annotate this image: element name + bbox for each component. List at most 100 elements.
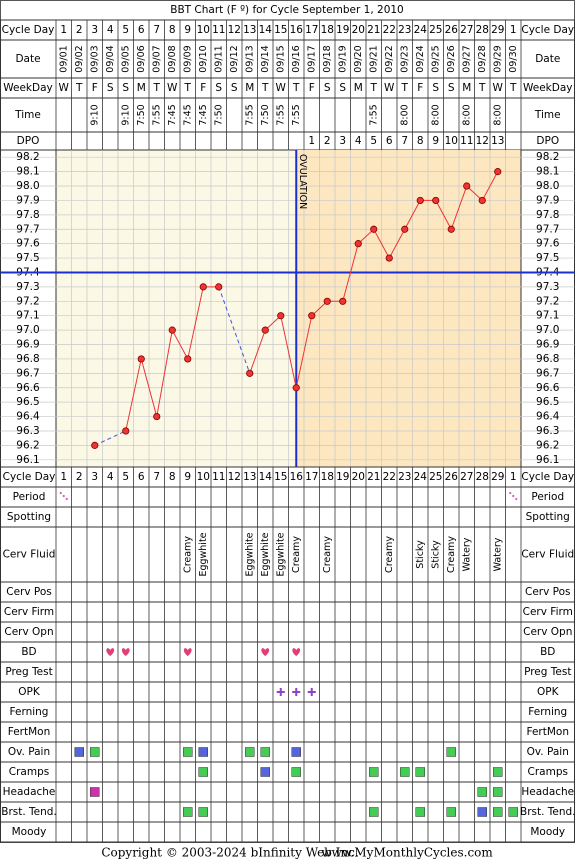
temp-point	[277, 312, 285, 320]
symptom-square	[183, 747, 193, 757]
time: 7:55	[291, 104, 302, 125]
cycle-day: 27	[460, 471, 473, 483]
temp-point	[416, 196, 424, 205]
row	[0, 39, 575, 79]
y-tick-label: 96.6	[536, 382, 560, 394]
y-tick-label: 96.4	[536, 411, 560, 423]
time: 7:55	[368, 104, 379, 125]
cycle-day: 19	[336, 24, 349, 36]
date: 09/24	[415, 45, 426, 72]
dpo: 5	[370, 135, 377, 147]
y-tick-label: 96.8	[16, 353, 39, 365]
y-tick-label: 96.2	[16, 439, 39, 451]
cycle-day: 8	[169, 471, 176, 483]
time: 7:50	[136, 104, 147, 125]
cycle-day: 25	[429, 471, 442, 483]
y-tick-label: 96.6	[16, 382, 40, 394]
date: 09/13	[244, 45, 255, 72]
cycle-day: 9	[184, 24, 191, 36]
temp-point	[494, 168, 502, 176]
row-label: Preg Test	[524, 666, 571, 678]
dpo: 12	[476, 135, 489, 147]
y-tick-label: 98.0	[536, 180, 559, 192]
cycle-day: 7	[153, 471, 160, 483]
row-label: Ferning	[10, 706, 49, 718]
row-label: Cycle Day	[521, 471, 574, 483]
y-tick-label: 97.2	[16, 295, 39, 307]
y-tick-label: 97.9	[16, 194, 39, 206]
cycle-day: 1	[510, 471, 517, 483]
opk-plus	[276, 688, 285, 696]
weekday: F	[200, 82, 206, 94]
cervical-fluid: Creamy	[446, 536, 457, 573]
row-label: WeekDay	[523, 82, 573, 94]
period-dot	[512, 494, 515, 498]
row-label: OPK	[18, 686, 41, 698]
date: 09/22	[384, 45, 395, 72]
cycle-day: 1	[60, 24, 67, 36]
period-dot	[59, 491, 62, 495]
symptom-square	[198, 807, 208, 817]
weekday: W	[384, 82, 395, 94]
weekday: T	[401, 82, 409, 94]
row-label: Cycle Day	[3, 471, 56, 483]
row-label: FertMon	[8, 726, 51, 738]
symptom-square	[260, 747, 270, 757]
cycle-day: 23	[398, 471, 411, 483]
cycle-day: 26	[445, 471, 459, 483]
temp-point	[370, 225, 378, 233]
row-label: Cramps	[9, 766, 49, 778]
cervical-fluid: Eggwhite	[198, 532, 209, 576]
symptom-square	[446, 747, 456, 757]
weekday: W	[59, 82, 70, 94]
row-label: Period	[13, 491, 46, 503]
bd-heart	[261, 648, 270, 656]
cycle-day: 19	[336, 471, 349, 483]
time: 7:55	[275, 104, 286, 125]
row-label: Cerv Firm	[4, 606, 54, 618]
temp-point	[354, 240, 362, 248]
footer-url: www.MyMonthlyCycles.com	[321, 846, 493, 860]
date: 09/10	[198, 45, 209, 72]
time: 7:45	[198, 104, 209, 125]
y-tick-label: 98.1	[536, 166, 559, 178]
cycle-day: 5	[122, 471, 129, 483]
weekday: S	[432, 82, 439, 94]
date: 09/04	[105, 45, 116, 72]
symptom-square	[90, 747, 100, 757]
date: 09/05	[120, 45, 131, 72]
y-tick-label: 96.1	[536, 454, 559, 466]
weekday: T	[153, 82, 161, 94]
symptom-square	[493, 807, 503, 817]
weekday: T	[261, 82, 269, 94]
dpo: 9	[432, 135, 439, 147]
time: 7:50	[260, 104, 271, 125]
row-label: Cycle Day	[521, 24, 574, 36]
cycle-day: 22	[383, 24, 396, 36]
time: 9:10	[120, 104, 131, 125]
time: 8:00	[399, 104, 410, 125]
time: 7:55	[151, 104, 162, 125]
y-tick-label: 97.7	[16, 223, 39, 235]
time: 8:00	[461, 104, 472, 125]
y-tick-label: 96.8	[536, 353, 559, 365]
bd-heart	[106, 648, 115, 656]
cycle-day: 24	[414, 471, 428, 483]
symptom-square	[74, 747, 84, 757]
symptom-square	[260, 767, 270, 777]
cycle-day: 14	[259, 471, 273, 483]
symptom-square	[415, 807, 425, 817]
temp-point	[261, 326, 269, 334]
opk-plus	[292, 688, 301, 696]
cervical-fluid: Eggwhite	[275, 532, 286, 576]
cycle-day: 21	[367, 24, 380, 36]
row-label: Cerv Pos	[6, 586, 52, 598]
row-label: Ferning	[528, 706, 567, 718]
cycle-day: 20	[352, 471, 365, 483]
opk-plus	[307, 688, 316, 696]
temp-point	[168, 326, 176, 334]
cycle-day: 1	[60, 471, 67, 483]
symptom-square	[477, 807, 487, 817]
weekday: F	[309, 82, 315, 94]
date: 09/16	[291, 45, 302, 72]
